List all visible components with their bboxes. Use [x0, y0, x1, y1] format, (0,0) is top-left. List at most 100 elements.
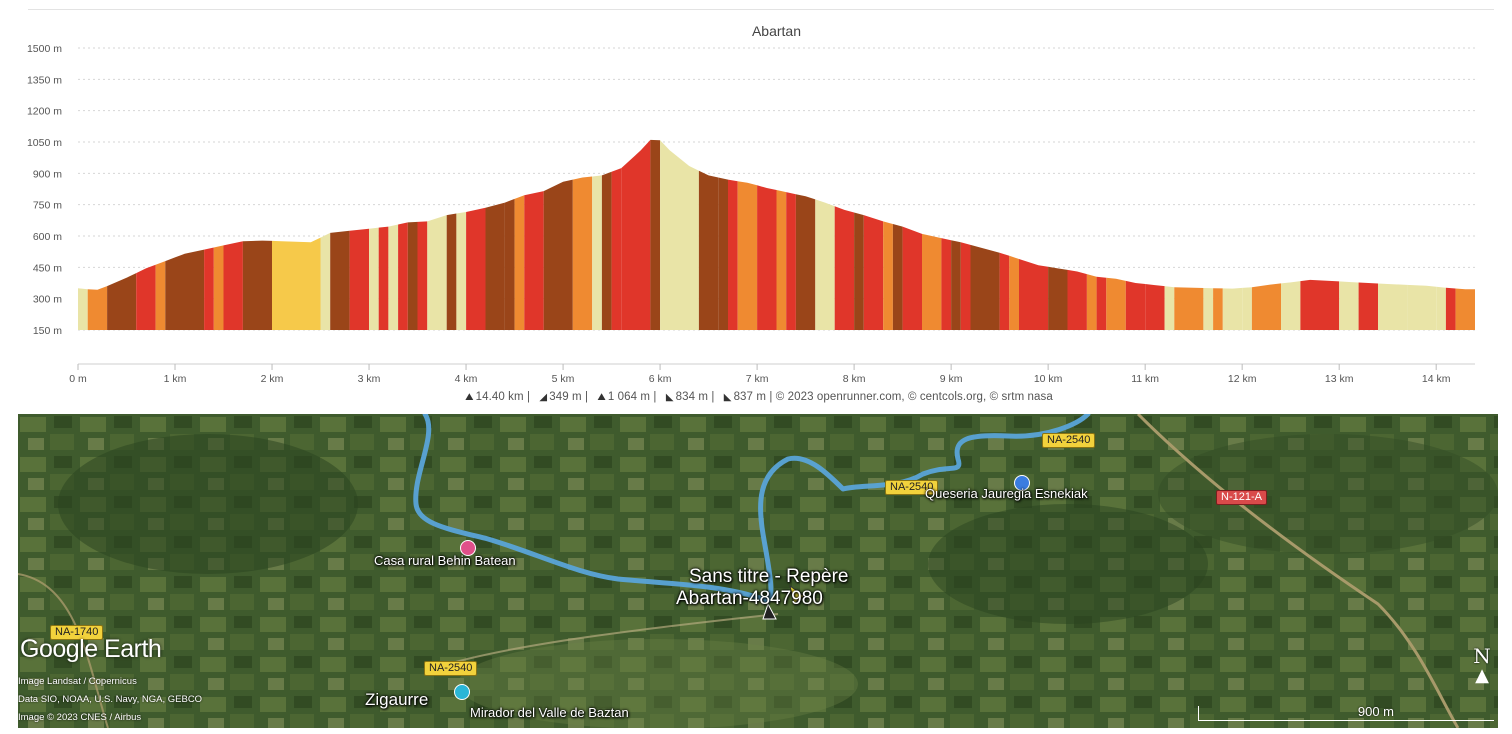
- viewpoint-icon[interactable]: [454, 684, 470, 700]
- credit-landsat: Image Landsat / Copernicus: [18, 676, 137, 687]
- profile-segment: [78, 288, 88, 330]
- profile-segment: [834, 206, 855, 330]
- ascent-icon: ◢: [539, 392, 548, 403]
- x-tick-label: 5 km: [552, 373, 575, 385]
- credit-data: Data SIO, NOAA, U.S. Navy, NGA, GEBCO: [18, 694, 203, 705]
- y-tick-label: 750 m: [33, 200, 62, 212]
- y-tick-label: 450 m: [33, 262, 62, 274]
- profile-segment: [970, 244, 1000, 330]
- profile-segment: [902, 226, 922, 330]
- profile-segment: [1096, 276, 1107, 330]
- profile-segment: [87, 286, 108, 330]
- profile-segment: [776, 190, 787, 330]
- descent-icon: ◣: [665, 392, 674, 403]
- x-tick-label: 9 km: [940, 373, 963, 385]
- profile-segment: [1067, 269, 1087, 330]
- y-tick-label: 1200 m: [27, 106, 62, 118]
- profile-segment: [960, 242, 971, 330]
- x-tick-label: 3 km: [358, 373, 381, 385]
- profile-segment: [1009, 255, 1019, 330]
- top-divider: [28, 9, 1494, 10]
- y-tick-label: 1500 m: [27, 43, 62, 55]
- profile-segment: [175, 249, 205, 330]
- profile-segment: [1145, 284, 1165, 330]
- label-mirador[interactable]: Mirador del Valle de Baztan: [470, 705, 629, 720]
- profile-segment: [660, 140, 699, 330]
- elevation-profile-chart: Abartan 150 m 300 m 450 m 600 m 750 m 900 m 105…: [27, 23, 1475, 385]
- profile-segment: [272, 237, 321, 330]
- y-tick-label: 1350 m: [27, 74, 62, 86]
- north-arrow-icon: ▲: [1475, 665, 1489, 686]
- profile-segment: [786, 192, 796, 330]
- profile-segment: [951, 240, 961, 330]
- profile-segment: [136, 264, 156, 330]
- y-tick-label: 900 m: [33, 168, 62, 180]
- label-marker-title[interactable]: Sans titre - Repère: [689, 566, 849, 587]
- profile-segment: [378, 226, 389, 330]
- stat-descent-b: 837 m: [733, 391, 767, 403]
- profile-segment: [107, 273, 137, 330]
- road-shield-n121a: N-121-A: [1216, 490, 1267, 505]
- profile-segment: [223, 241, 243, 330]
- x-tick-label: 11 km: [1131, 373, 1159, 385]
- stat-max-altitude: 1 064 m: [607, 391, 651, 403]
- map-scale-bar: 900 m: [1198, 704, 1494, 721]
- google-earth-logo: Google Earth: [20, 635, 162, 663]
- profile-segment: [1048, 266, 1068, 330]
- profile-segment: [466, 207, 486, 330]
- profile-segment: [941, 238, 952, 330]
- profile-segment: [863, 215, 884, 330]
- profile-segment: [165, 257, 175, 330]
- road-shield-na2540-center: NA-2540: [885, 480, 939, 495]
- compass-north-letter: N: [1473, 644, 1491, 668]
- x-tick-label: 6 km: [649, 373, 672, 385]
- profile-segment: [398, 222, 408, 330]
- profile-segment: [320, 232, 331, 330]
- profile-segment: [1125, 280, 1146, 330]
- x-tick-label: 10 km: [1034, 373, 1063, 385]
- profile-segment: [1281, 281, 1301, 330]
- satellite-map[interactable]: NA-2540 NA-2540 N-121-A NA-1740 NA-2540 …: [18, 414, 1498, 728]
- cheese-shop-icon[interactable]: [1014, 475, 1030, 491]
- lodging-icon[interactable]: [460, 540, 476, 556]
- profile-segment: [1174, 287, 1204, 330]
- profile-segment: [650, 139, 661, 330]
- profile-segment: [698, 170, 719, 330]
- stat-ascent: 349 m: [549, 391, 582, 403]
- profile-segment: [446, 213, 457, 330]
- descent-icon-2: ◣: [723, 392, 732, 403]
- label-zigaurre[interactable]: Zigaurre: [365, 690, 429, 709]
- distance-icon: ⛰: [465, 392, 474, 403]
- profile-segment: [543, 179, 573, 330]
- profile-segment: [1358, 282, 1378, 330]
- x-tick-label: 2 km: [261, 373, 284, 385]
- stat-distance: 14.40 km: [475, 391, 524, 403]
- profile-segment: [388, 224, 399, 330]
- profile-segment: [572, 176, 593, 330]
- credit-cnes: Image © 2023 CNES / Airbus: [18, 712, 142, 723]
- y-tick-label: 600 m: [33, 231, 62, 243]
- x-tick-label: 4 km: [455, 373, 478, 385]
- profile-segment: [1251, 283, 1281, 330]
- x-tick-label: 0 m: [69, 373, 87, 385]
- label-queseria[interactable]: Queseria Jauregia Esnekiak: [925, 486, 1088, 501]
- north-compass[interactable]: N ▲: [1470, 646, 1494, 686]
- profile-segment: [1164, 286, 1175, 330]
- profile-segment: [728, 179, 738, 330]
- profile-segment: [611, 168, 622, 330]
- road-shield-na2540-east: NA-2540: [1042, 433, 1096, 448]
- profile-segment: [1339, 281, 1359, 330]
- profile-segment: [1116, 278, 1126, 330]
- profile-segment: [1407, 284, 1437, 330]
- profile-segment: [1300, 279, 1340, 330]
- profile-segment: [757, 185, 777, 330]
- profile-segment: [242, 240, 272, 330]
- x-tick-label: 7 km: [746, 373, 769, 385]
- profile-segment: [815, 199, 835, 330]
- x-tick-label: 1 km: [164, 373, 187, 385]
- label-casa-rural[interactable]: Casa rural Behin Batean: [374, 553, 516, 568]
- y-tick-label: 1050 m: [27, 137, 62, 149]
- road-shield-na1740: NA-1740: [50, 625, 104, 640]
- label-marker-subtitle[interactable]: Abartan-4847980: [676, 588, 823, 609]
- profile-segment: [1019, 259, 1049, 330]
